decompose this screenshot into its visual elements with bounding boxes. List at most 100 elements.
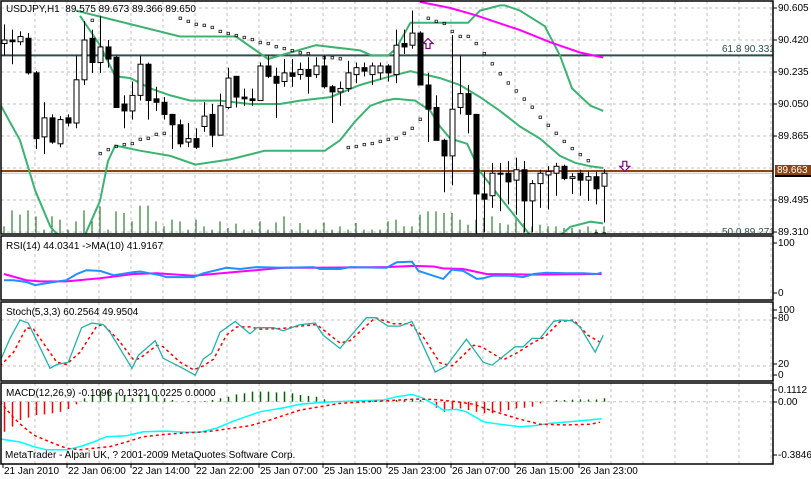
candle-bull (129, 94, 136, 112)
candle-bull (537, 172, 544, 185)
bollinger-upper-line (75, 4, 604, 112)
symbol-timeframe: USDJPY,H1 (6, 4, 60, 15)
arrow-up-icon (421, 37, 435, 50)
x-axis-label: 21 Jan 2010 (4, 466, 60, 477)
sar-dot (538, 115, 542, 119)
candle-bear (361, 67, 368, 72)
sar-dot (378, 139, 382, 144)
sar-dot (586, 159, 590, 163)
sar-dot (602, 232, 606, 234)
candle-bull (377, 65, 384, 74)
fib-618-label: 61.8 90.331 (722, 44, 775, 55)
sar-dot (146, 136, 150, 140)
candle-bull (345, 72, 352, 89)
y-axis-label: 89.865 (778, 131, 809, 143)
sar-dot (154, 132, 158, 136)
candle-bull (217, 105, 224, 136)
candle-bear (593, 176, 600, 190)
candle-bull (313, 65, 320, 76)
candle-bear (65, 117, 72, 124)
sar-dot (226, 31, 230, 36)
candle-bull (57, 119, 64, 145)
candle-bear (473, 113, 480, 195)
sar-dot (346, 145, 350, 150)
sar-dot (330, 56, 334, 60)
sar-dot (234, 33, 238, 38)
candle-bull (513, 169, 520, 181)
candle-bull (489, 172, 496, 197)
candle-bear (153, 98, 160, 103)
candle-bear (505, 172, 512, 183)
y-axis-label: -0.3846 (778, 450, 811, 461)
ohlc-readout: 89.575 89.673 89.366 89.650 (65, 4, 196, 15)
candle-bull (137, 63, 144, 96)
sar-dot (426, 16, 430, 20)
sar-dot (522, 97, 526, 101)
x-axis-label: 22 Jan 22:00 (196, 466, 254, 477)
candle-bull (409, 32, 416, 46)
sar-dot (90, 18, 94, 22)
sar-dot (282, 46, 286, 51)
sar-dot (266, 41, 270, 46)
stoch-k-line (1, 317, 604, 377)
candle-bull (201, 115, 208, 128)
sar-dot (570, 146, 574, 151)
candle-bear (193, 138, 200, 148)
sar-dot (410, 126, 414, 130)
candle-bear (577, 172, 584, 181)
sar-dot (466, 34, 470, 39)
sar-dot (562, 139, 566, 144)
sar-dot (306, 51, 310, 56)
sar-dot (514, 89, 518, 93)
sar-dot (186, 19, 190, 23)
y-axis-label: 90.235 (778, 67, 809, 78)
sar-dot (98, 151, 102, 156)
y-axis-label: 20 (778, 359, 790, 370)
candle-bull (1, 39, 8, 44)
candle-bear (89, 37, 96, 63)
candle-bear (329, 86, 336, 93)
candle-bull (529, 183, 536, 202)
candle-bull (393, 44, 400, 76)
sar-dot (258, 40, 262, 45)
x-axis-label: 26 Jan 07:00 (452, 466, 510, 477)
candle-bear (265, 65, 272, 77)
candle-bear (417, 32, 424, 86)
candle-bear (561, 165, 568, 179)
candle-bear (273, 75, 280, 84)
signal-line (1, 398, 601, 451)
sar-dot (530, 105, 534, 109)
sar-dot (122, 142, 126, 147)
candle-bull (449, 108, 456, 157)
sar-dot (250, 37, 254, 42)
sar-dot (362, 142, 366, 147)
sar-dot (242, 35, 246, 40)
candle-bear (105, 46, 112, 60)
candle-bear (385, 65, 392, 74)
sar-dot (386, 137, 390, 141)
y-axis-label: 0 (778, 370, 784, 381)
sar-dot (418, 117, 422, 121)
rsi-label: RSI(14) 44.0341 ->MA(10) 41.9167 (6, 241, 164, 252)
sar-dot (218, 29, 222, 34)
candle-bear (121, 103, 128, 112)
sar-dot (546, 123, 550, 127)
sar-dot (458, 34, 462, 39)
sar-dot (202, 23, 206, 27)
candle-bull (41, 117, 48, 138)
candle-bear (401, 42, 408, 48)
sar-dot (474, 41, 478, 46)
arrow-down-icon (618, 160, 632, 173)
candle-bear (233, 75, 240, 98)
sar-dot (506, 81, 510, 85)
candle-bear (145, 63, 152, 102)
fib-500-label: 50.0 89.271 (722, 227, 775, 233)
candle-bear (249, 98, 256, 102)
x-axis-label: 25 Jan 15:00 (324, 466, 382, 477)
candle-bear (441, 139, 448, 157)
candle-bear (289, 72, 296, 77)
macd-panel (1, 383, 773, 464)
macd-label: MACD(12,26,9) -0.1096 -0.1321 0.0225 0.0… (6, 388, 216, 399)
sar-dot (194, 22, 198, 26)
